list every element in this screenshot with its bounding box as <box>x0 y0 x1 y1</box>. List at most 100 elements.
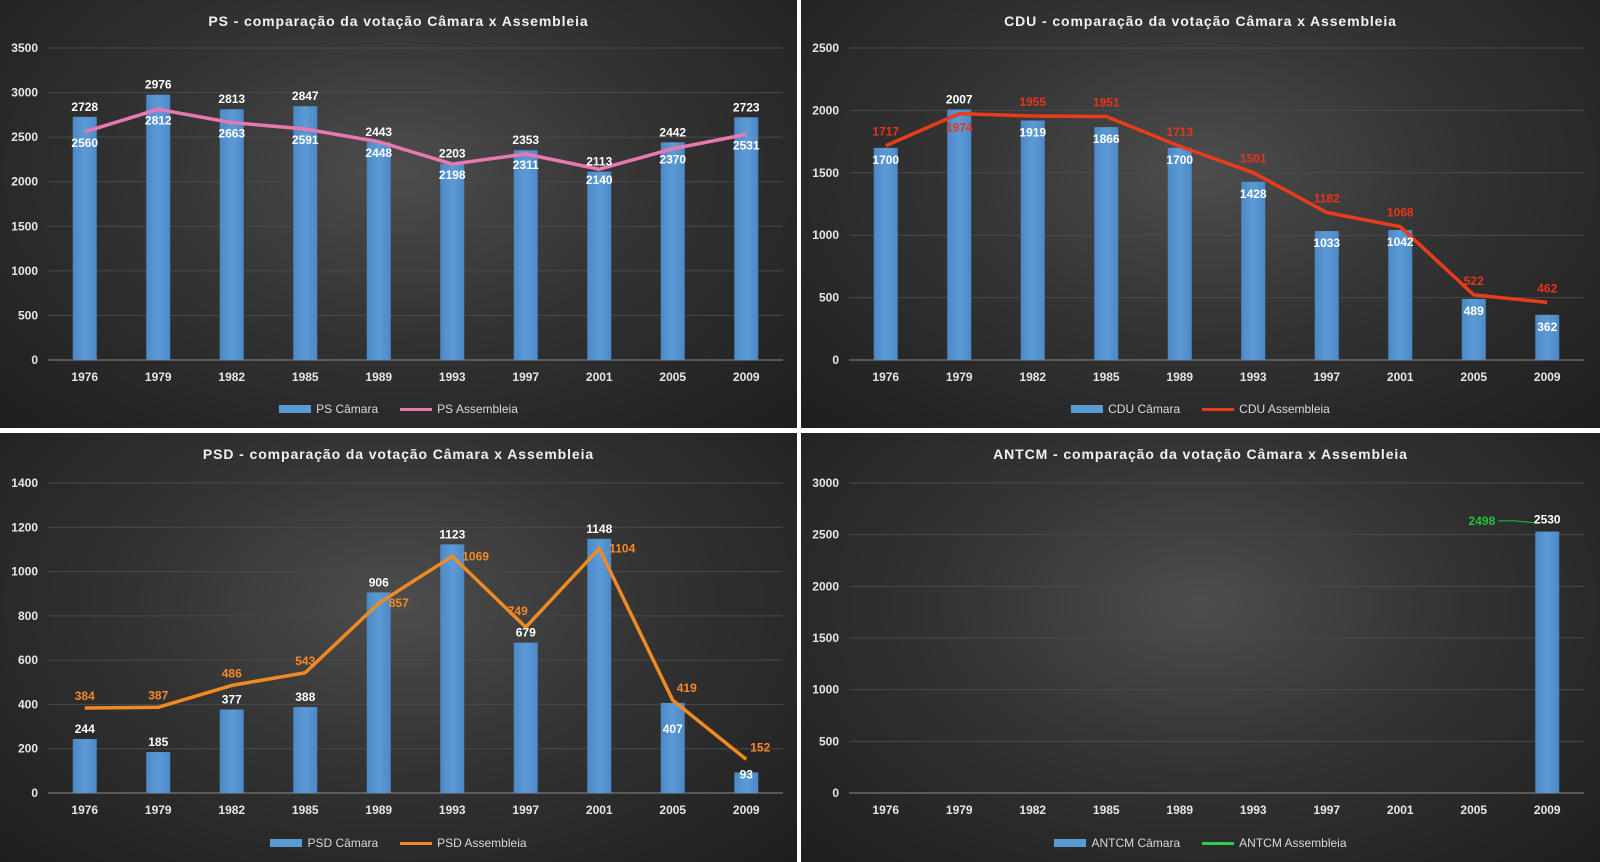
bar <box>366 592 391 793</box>
y-tick-label: 0 <box>31 353 38 367</box>
bar-value-label: 2113 <box>586 155 612 169</box>
cdu-chart-panel: 0 500 1000 1500 2000 2500 1976 1979 1982 1985 1989… <box>801 0 1600 428</box>
x-tick-label: 2009 <box>733 803 760 817</box>
chart-legend: ANTCM Câmara ANTCM Assembleia <box>801 836 1600 850</box>
legend-label: CDU Assembleia <box>1239 402 1330 416</box>
legend-swatch-line <box>1202 841 1235 845</box>
x-tick-label: 1993 <box>1240 370 1267 384</box>
legend-label: PS Câmara <box>316 402 379 416</box>
line-value-label: 462 <box>1537 281 1557 295</box>
y-tick-label: 2000 <box>812 103 839 117</box>
y-tick-label: 1000 <box>11 565 38 579</box>
x-tick-label: 2009 <box>1534 370 1561 384</box>
y-tick-label: 0 <box>31 786 38 800</box>
x-tick-label: 1976 <box>872 370 899 384</box>
bar-value-label: 1428 <box>1240 187 1267 201</box>
x-tick-label: 2005 <box>1460 803 1487 817</box>
line-value-label: 1974 <box>946 121 973 135</box>
bar <box>660 702 685 793</box>
x-tick-label: 1976 <box>71 370 98 384</box>
y-tick-label: 0 <box>832 786 839 800</box>
x-tick-label: 1997 <box>1313 370 1340 384</box>
bar <box>1535 314 1560 360</box>
bar <box>146 752 171 793</box>
bar-value-label: 2976 <box>145 78 172 92</box>
x-tick-label: 1982 <box>218 370 245 384</box>
bar-value-label: 1123 <box>439 527 465 541</box>
bar-value-label: 906 <box>369 575 389 589</box>
psd-chart-plot: 0 200 400 600 800 1000 1200 1400 1976 1979 1982 198… <box>11 476 783 817</box>
legend-swatch-line <box>1202 407 1235 411</box>
chart-title: PSD - comparação da votação Câmara x Ass… <box>202 446 595 462</box>
y-tick-label: 1500 <box>812 631 839 645</box>
line-value-label: 2560 <box>71 136 98 150</box>
y-tick-label: 400 <box>18 697 38 711</box>
y-tick-label: 500 <box>18 308 38 322</box>
legend-label: ANTCM Assembleia <box>1239 836 1347 850</box>
line-value-label: 2531 <box>733 138 760 152</box>
line-value-label: 1501 <box>1240 152 1267 166</box>
bar <box>440 544 465 793</box>
bar-value-label: 1700 <box>872 153 899 167</box>
line-value-label: 384 <box>75 689 95 703</box>
bar-value-label: 1700 <box>1166 153 1193 167</box>
x-tick-label: 1982 <box>1019 803 1046 817</box>
line-value-label: 152 <box>750 740 770 754</box>
y-tick-label: 3500 <box>11 41 38 55</box>
bar <box>1241 181 1266 360</box>
antcm-chart-plot: 0 500 1000 1500 2000 2500 3000 1976 1979 1982 1985… <box>812 476 1584 817</box>
bar <box>219 109 244 360</box>
x-tick-label: 1997 <box>1313 803 1340 817</box>
x-tick-label: 1979 <box>145 370 172 384</box>
legend-item-line: PS Assembleia <box>400 402 518 416</box>
bar-value-label: 2723 <box>733 100 760 114</box>
line-value-label: 1955 <box>1019 95 1046 109</box>
bar-value-label: 185 <box>148 735 168 749</box>
line-value-label: 1182 <box>1314 191 1340 205</box>
series-line <box>84 107 747 171</box>
bar <box>1094 127 1119 360</box>
y-tick-label: 1000 <box>11 264 38 278</box>
x-tick-label: 2001 <box>586 803 613 817</box>
bar-value-label: 377 <box>222 693 242 707</box>
bar <box>146 94 171 361</box>
line-value-label: 1069 <box>462 549 489 563</box>
bar <box>1461 298 1486 360</box>
legend-label: PS Assembleia <box>437 402 518 416</box>
line-value-label: 543 <box>295 654 315 668</box>
bar <box>873 147 898 360</box>
bar <box>219 709 244 793</box>
series-line <box>84 546 748 761</box>
line-value-label: 1713 <box>1166 125 1193 139</box>
legend-swatch-bar <box>1054 839 1087 847</box>
legend-item-bar: ANTCM Câmara <box>1054 836 1180 850</box>
bar <box>1020 120 1045 361</box>
x-tick-label: 1976 <box>71 803 98 817</box>
bar <box>734 117 759 360</box>
bar <box>1314 231 1339 360</box>
y-tick-label: 800 <box>18 609 38 623</box>
chart-legend: CDU Câmara CDU Assembleia <box>801 402 1600 416</box>
legend-swatch-line <box>400 407 433 411</box>
y-tick-label: 1200 <box>11 520 38 534</box>
psd-chart-panel: 0 200 400 600 800 1000 1200 1400 1976 1979 1982 198… <box>0 433 797 862</box>
line-value-label: 2591 <box>292 133 319 147</box>
line-value-label: 486 <box>222 666 242 680</box>
bar-value-label: 388 <box>295 690 315 704</box>
y-tick-label: 200 <box>18 742 38 756</box>
x-tick-label: 2001 <box>1387 370 1414 384</box>
line-value-label: 2370 <box>659 153 686 167</box>
y-tick-label: 600 <box>18 653 38 667</box>
bar <box>440 163 465 360</box>
bar-value-label: 2443 <box>365 125 392 139</box>
chart-legend: PSD Câmara PSD Assembleia <box>0 836 797 850</box>
y-tick-label: 2000 <box>11 175 38 189</box>
line-value-label: 2448 <box>365 146 392 160</box>
bar <box>660 142 685 360</box>
ps-chart-plot: 0 500 1000 1500 2000 2500 3000 3500 1976 1979 1982… <box>11 41 783 384</box>
legend-item-bar: PS Câmara <box>279 402 378 416</box>
line-value-label: 1104 <box>609 542 635 556</box>
y-tick-label: 500 <box>819 291 839 305</box>
bar <box>734 772 759 793</box>
bar-value-label: 93 <box>740 767 754 781</box>
